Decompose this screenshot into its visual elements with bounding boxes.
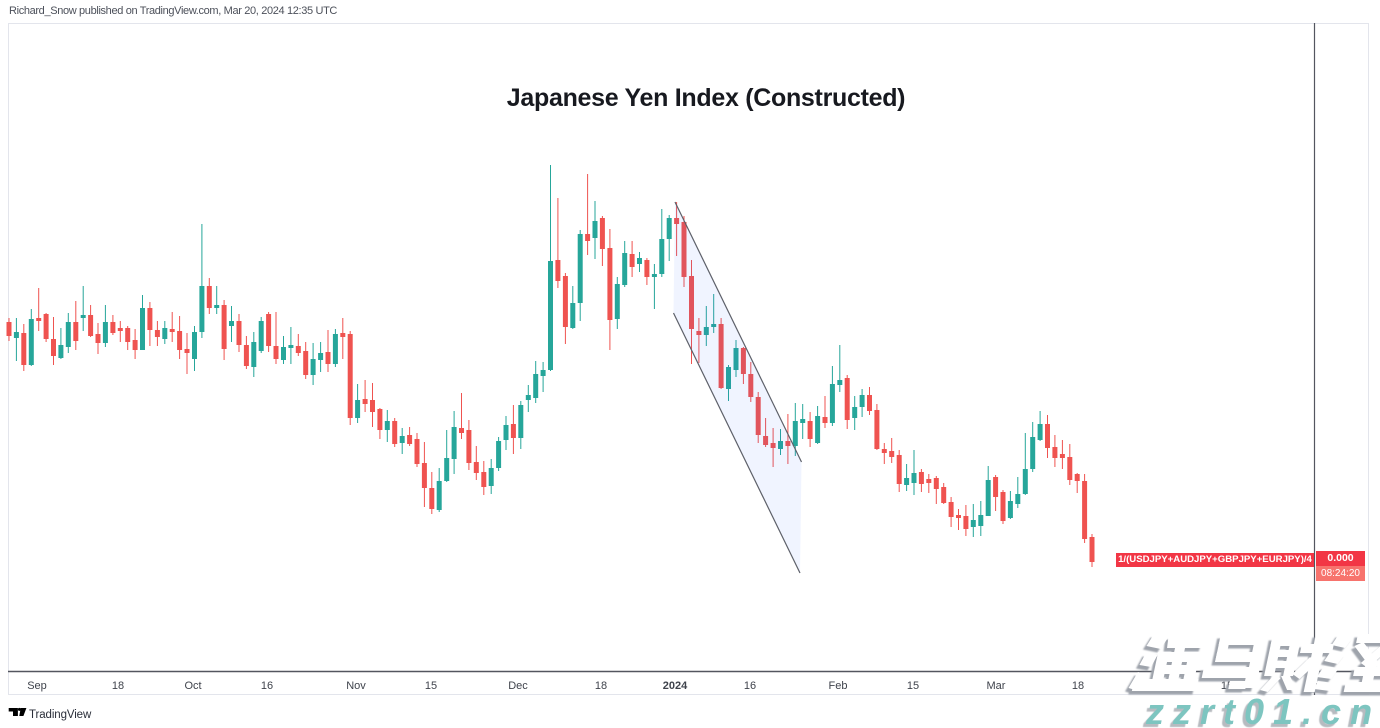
- svg-text:16: 16: [261, 680, 273, 692]
- svg-text:Feb: Feb: [829, 680, 848, 692]
- svg-text:18: 18: [595, 680, 607, 692]
- svg-text:18: 18: [1072, 680, 1084, 692]
- svg-text:15: 15: [425, 680, 437, 692]
- svg-text:15: 15: [907, 680, 919, 692]
- svg-text:Dec: Dec: [508, 680, 528, 692]
- svg-text:Mar: Mar: [987, 680, 1006, 692]
- svg-text:2024: 2024: [663, 680, 688, 692]
- svg-text:TradingView: TradingView: [29, 709, 92, 721]
- svg-text:Sep: Sep: [27, 680, 47, 692]
- svg-text:Nov: Nov: [346, 680, 366, 692]
- svg-text:16: 16: [744, 680, 756, 692]
- svg-text:18: 18: [112, 680, 124, 692]
- svg-text:Oct: Oct: [184, 680, 201, 692]
